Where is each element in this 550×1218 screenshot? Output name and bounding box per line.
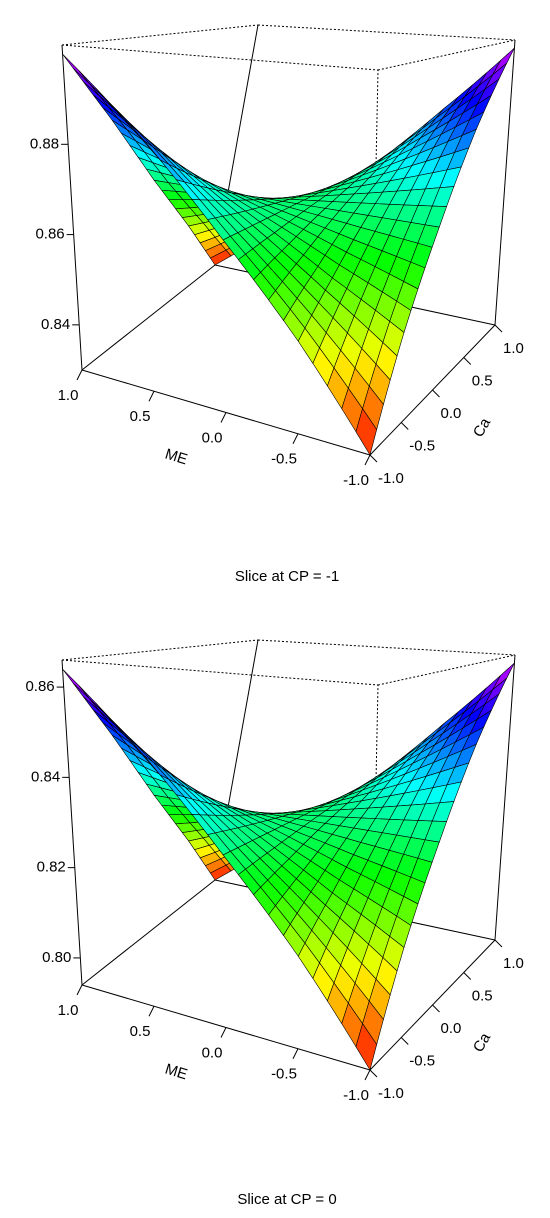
x-tick-label: -0.5 [271,1066,297,1083]
box-edge [61,24,259,46]
surface-cell [62,53,90,84]
x-tick-label: -1.0 [343,1087,369,1104]
surface-cell [355,1023,378,1071]
x-tick [292,1048,299,1059]
box-edge [494,39,516,326]
y-tick [400,422,409,430]
x-axis-label: ME [163,446,189,469]
y-tick [494,324,503,333]
x-tick [76,369,83,381]
surface-cell [62,668,90,699]
y-tick-label: 0.5 [472,372,493,389]
y-tick-label: 0.0 [441,405,462,422]
surface-chart: 0.800.820.840.86-1.0-0.50.00.51.0ME-1.0-… [25,639,524,1208]
box-edge [257,639,516,656]
x-tick-label: 1.0 [58,387,79,404]
box-edge [61,44,83,371]
y-tick [400,1037,409,1045]
surface-cell [355,408,378,456]
y-axis-label: Ca [470,415,495,441]
y-axis-label: Ca [470,1030,495,1056]
x-tick [148,391,155,402]
x-tick-label: 0.0 [202,1044,223,1061]
box-edge [61,659,83,986]
surface-cell [72,682,100,711]
z-tick-label: 0.86 [35,226,64,243]
x-tick-label: -0.5 [271,451,297,468]
y-tick [463,357,472,365]
y-tick-label: 0.0 [441,1020,462,1037]
box-edge [61,639,259,661]
z-tick-label: 0.80 [42,949,71,966]
z-tick-label: 0.88 [30,135,59,152]
y-tick-label: -1.0 [378,1085,404,1102]
x-tick [364,1069,371,1081]
x-tick-label: 0.5 [130,1023,151,1040]
z-tick-label: 0.84 [41,316,70,333]
x-tick [292,433,299,444]
y-tick-label: 1.0 [503,955,524,972]
box-edge [61,44,379,71]
chart-caption: Slice at CP = 0 [237,1191,336,1208]
surface [62,662,515,1071]
box-edge [377,654,516,686]
x-tick [76,984,83,996]
chart-caption: Slice at CP = -1 [235,568,339,585]
surface-cell [72,67,100,96]
box-edge [494,654,516,941]
surface-cell [492,47,515,75]
y-tick [369,454,378,463]
y-tick-label: 0.5 [472,987,493,1004]
box-edge [81,264,216,371]
x-tick-label: -1.0 [343,472,369,489]
y-tick [494,939,503,948]
z-tick-label: 0.86 [25,678,54,695]
x-tick [220,412,227,423]
y-tick [432,389,440,398]
x-tick-label: 0.5 [130,408,151,425]
x-tick-label: 1.0 [58,1002,79,1019]
surface-cell [83,81,109,108]
y-tick-label: -0.5 [409,1052,435,1069]
y-tick [369,1069,378,1078]
y-tick-label: -0.5 [409,437,435,454]
x-tick [220,1027,227,1038]
surface [62,47,515,456]
x-axis-label: ME [163,1061,189,1084]
box-edge [377,39,516,71]
z-tick-label: 0.84 [31,768,60,785]
box-edge [257,24,516,41]
y-tick-label: 1.0 [503,340,524,357]
z-tick-label: 0.82 [37,859,66,876]
x-tick-label: 0.0 [202,429,223,446]
surface-cell [83,696,109,723]
x-tick [364,454,371,466]
box-edge [81,879,216,986]
surface-cell [492,662,515,690]
y-tick [463,972,472,980]
y-tick-label: -1.0 [378,470,404,487]
surface-chart: 0.84 0.86 0.88 -1.0 -0.5 0.0 0.5 1.0 ME -1.0 -0.5 0… [30,24,524,585]
box-edge [61,659,379,686]
x-tick [148,1006,155,1017]
y-tick [432,1004,440,1013]
